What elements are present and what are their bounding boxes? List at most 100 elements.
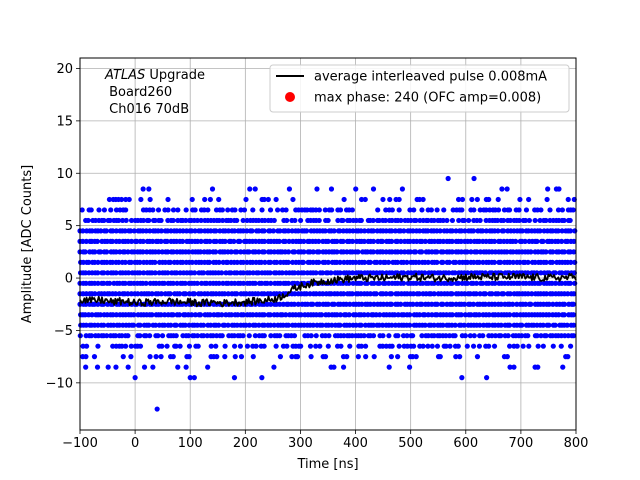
adc-sample-point bbox=[556, 312, 562, 318]
adc-sample-point bbox=[375, 207, 381, 213]
adc-sample-point bbox=[240, 333, 246, 339]
adc-sample-point bbox=[559, 270, 565, 276]
adc-sample-point bbox=[116, 259, 122, 265]
adc-sample-point bbox=[282, 238, 288, 244]
adc-sample-point bbox=[222, 238, 228, 244]
adc-sample-point bbox=[522, 301, 529, 307]
adc-sample-point bbox=[95, 280, 101, 286]
adc-sample-point bbox=[419, 207, 425, 213]
adc-sample-point bbox=[316, 238, 322, 244]
adc-sample-point bbox=[416, 228, 423, 234]
adc-sample-point bbox=[255, 270, 262, 276]
adc-sample-point bbox=[396, 196, 402, 203]
adc-sample-point bbox=[313, 343, 319, 349]
adc-sample-point bbox=[317, 343, 323, 349]
adc-sample-point bbox=[180, 259, 186, 265]
adc-sample-point bbox=[459, 196, 466, 203]
adc-sample-point bbox=[235, 312, 241, 318]
adc-sample-point bbox=[185, 333, 192, 339]
adc-sample-point bbox=[126, 196, 132, 203]
adc-sample-point bbox=[219, 312, 225, 318]
adc-sample-point bbox=[501, 228, 507, 234]
adc-sample-point bbox=[565, 291, 571, 297]
adc-sample-point bbox=[370, 217, 376, 224]
adc-sample-point bbox=[222, 343, 228, 349]
adc-sample-point bbox=[510, 259, 516, 265]
adc-sample-point bbox=[367, 291, 374, 297]
adc-sample-point bbox=[101, 322, 107, 328]
adc-sample-point bbox=[550, 249, 556, 255]
adc-sample-point bbox=[164, 343, 170, 349]
adc-sample-point bbox=[382, 217, 389, 224]
adc-sample-point bbox=[194, 280, 200, 286]
adc-sample-point bbox=[361, 259, 368, 265]
x-tick-label: 100 bbox=[178, 436, 203, 451]
adc-sample-point bbox=[308, 333, 314, 339]
adc-sample-point bbox=[395, 259, 401, 265]
adc-sample-point bbox=[431, 322, 437, 328]
adc-sample-point bbox=[362, 196, 368, 203]
adc-sample-point bbox=[158, 228, 165, 234]
adc-sample-point bbox=[538, 333, 544, 339]
adc-sample-point bbox=[552, 322, 558, 328]
adc-sample-point bbox=[261, 333, 267, 339]
adc-sample-point bbox=[246, 249, 252, 255]
adc-sample-point bbox=[528, 249, 534, 255]
adc-sample-point bbox=[168, 322, 174, 328]
adc-sample-point bbox=[158, 217, 164, 224]
adc-sample-point bbox=[334, 249, 340, 255]
adc-sample-point bbox=[440, 322, 446, 328]
adc-sample-point bbox=[292, 217, 298, 224]
adc-sample-point bbox=[337, 228, 343, 234]
adc-sample-point bbox=[105, 364, 111, 370]
adc-sample-point bbox=[395, 333, 401, 339]
adc-sample-point bbox=[273, 343, 279, 349]
adc-sample-point bbox=[183, 207, 189, 213]
adc-sample-point bbox=[146, 217, 152, 224]
adc-sample-point bbox=[319, 270, 326, 276]
adc-sample-point bbox=[147, 228, 153, 234]
adc-sample-point bbox=[167, 259, 173, 265]
adc-sample-point bbox=[525, 270, 531, 276]
adc-sample-point bbox=[173, 333, 179, 339]
adc-sample-point bbox=[150, 207, 156, 213]
adc-sample-point bbox=[365, 312, 371, 318]
adc-sample-point bbox=[319, 322, 325, 328]
adc-sample-point bbox=[116, 217, 122, 224]
adc-sample-point bbox=[112, 291, 119, 297]
adc-sample-point bbox=[549, 259, 556, 265]
adc-sample-point bbox=[547, 207, 553, 213]
adc-sample-point bbox=[452, 322, 458, 328]
adc-sample-point bbox=[107, 217, 113, 224]
legend-marker-max-phase bbox=[285, 92, 295, 102]
adc-sample-point bbox=[349, 207, 355, 213]
adc-sample-point bbox=[192, 312, 199, 318]
adc-sample-point bbox=[449, 238, 455, 244]
adc-sample-point bbox=[491, 238, 498, 244]
adc-sample-point bbox=[522, 217, 529, 224]
x-tick-label: 400 bbox=[343, 436, 368, 451]
adc-sample-point bbox=[140, 186, 146, 192]
adc-sample-point bbox=[449, 291, 455, 297]
adc-sample-point bbox=[322, 207, 328, 213]
adc-sample-point bbox=[137, 343, 144, 349]
adc-sample-point bbox=[543, 249, 549, 255]
adc-sample-point bbox=[570, 207, 576, 213]
adc-sample-point bbox=[158, 354, 164, 360]
adc-sample-point bbox=[240, 280, 247, 286]
adc-sample-point bbox=[420, 196, 426, 203]
adc-sample-point bbox=[314, 186, 320, 192]
adc-sample-point bbox=[91, 354, 98, 360]
adc-sample-point bbox=[331, 301, 337, 307]
adc-sample-point bbox=[358, 322, 364, 328]
adc-sample-point bbox=[419, 301, 425, 307]
x-tick-label: 0 bbox=[131, 436, 139, 451]
adc-sample-point bbox=[540, 343, 546, 349]
adc-sample-point bbox=[572, 228, 578, 234]
adc-sample-point bbox=[561, 249, 567, 255]
adc-sample-point bbox=[452, 270, 458, 276]
adc-sample-point bbox=[555, 207, 562, 213]
adc-sample-point bbox=[394, 270, 400, 276]
adc-sample-point bbox=[147, 333, 153, 339]
adc-sample-point bbox=[250, 312, 256, 318]
